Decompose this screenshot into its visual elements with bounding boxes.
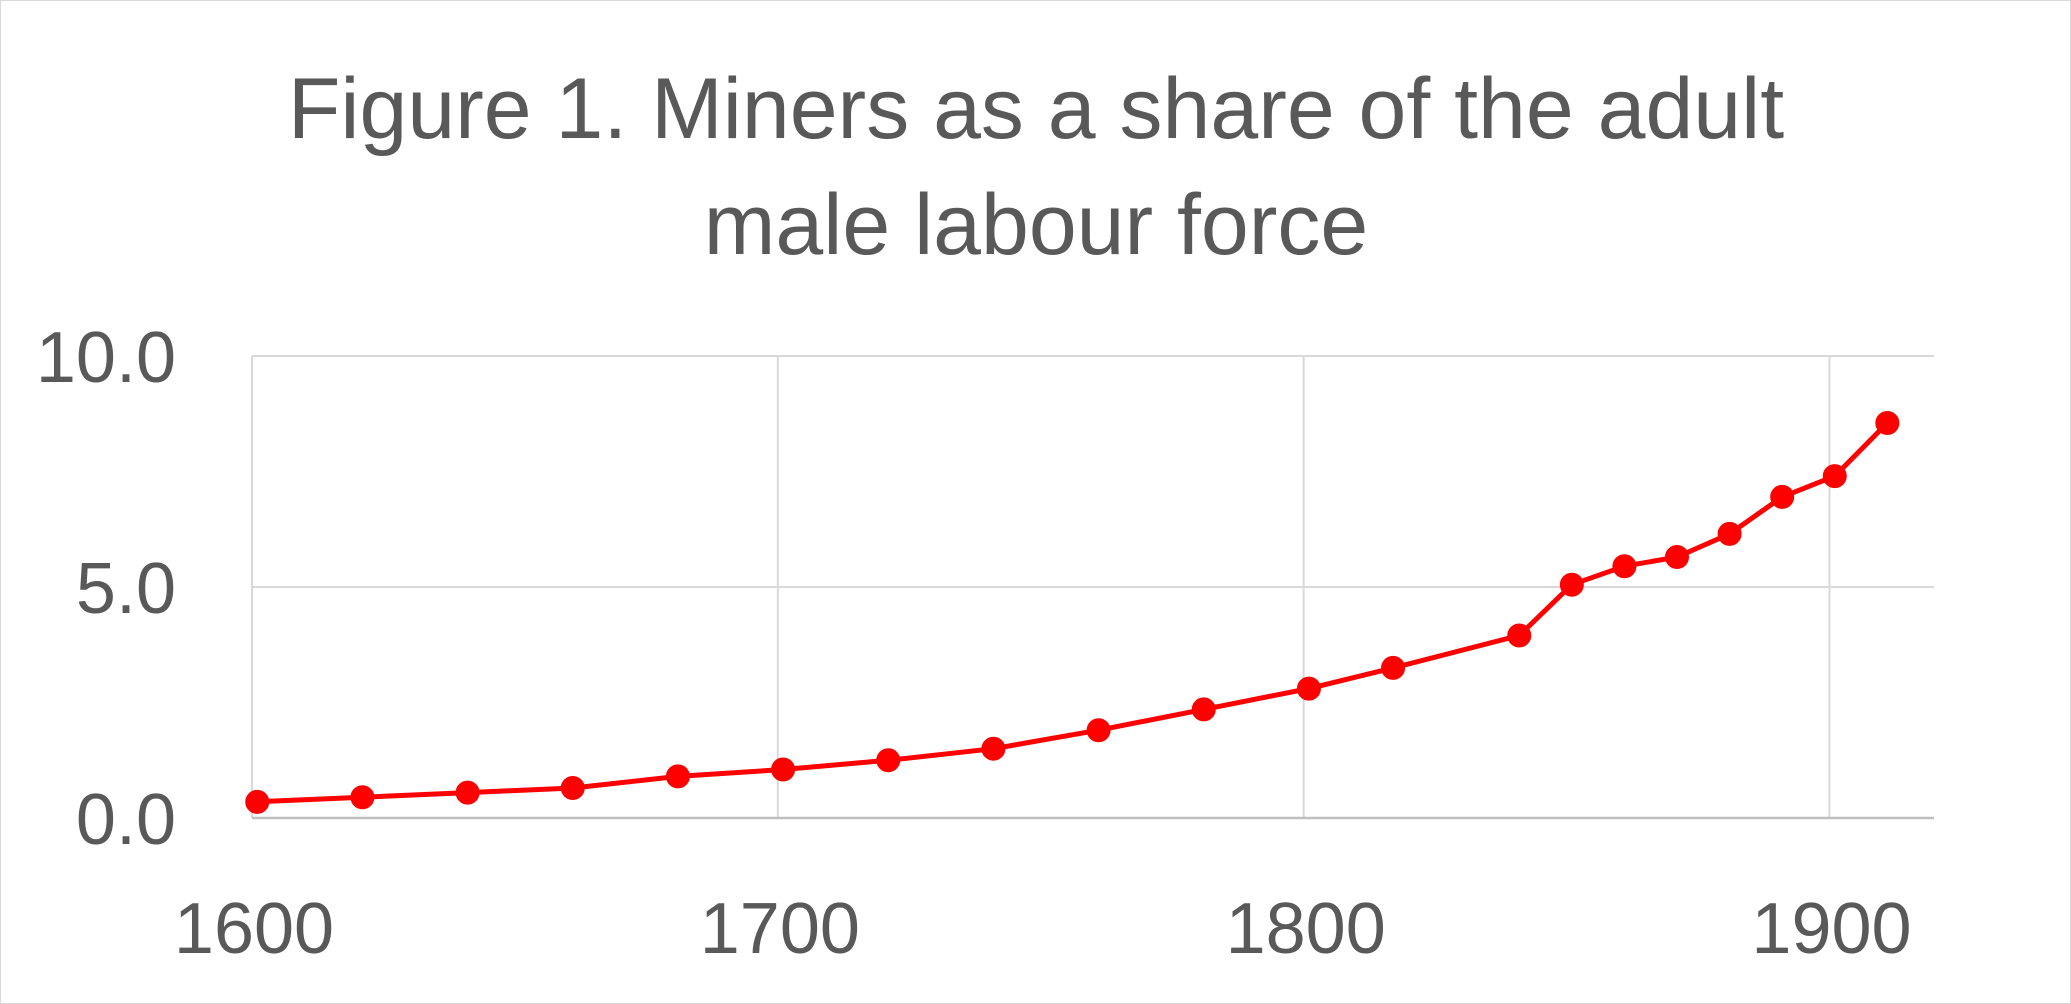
y-tick-label: 10.0 [36, 318, 176, 398]
data-point [1875, 410, 1900, 435]
data-point [1559, 572, 1584, 597]
data-point [1665, 544, 1690, 569]
data-point [560, 775, 585, 800]
data-point [771, 757, 796, 782]
chart-title: Figure 1. Miners as a share of the adult… [287, 61, 1785, 273]
data-point [350, 785, 375, 810]
data-point [1381, 655, 1406, 680]
x-tick-label: 1900 [1751, 889, 1911, 969]
y-tick-label: 0.0 [76, 780, 176, 860]
x-tick-label: 1700 [700, 889, 860, 969]
data-point [876, 748, 901, 773]
grid-lines [251, 355, 1934, 818]
data-point [455, 780, 480, 805]
data-point [245, 789, 270, 814]
data-point [1612, 554, 1637, 579]
data-point [1507, 623, 1532, 648]
x-tick-label: 1600 [174, 889, 334, 969]
data-point [1086, 718, 1111, 743]
series-line [257, 421, 1890, 805]
data-series [245, 410, 1900, 814]
data-point [1717, 521, 1742, 546]
data-point [1296, 676, 1321, 701]
x-tick-label: 1800 [1226, 889, 1386, 969]
tick-labels: 0.0 5.0 10.0 1600 1700 1800 1900 [36, 318, 1912, 969]
data-point [981, 736, 1006, 761]
data-point [665, 764, 690, 789]
data-point [1191, 697, 1216, 722]
y-tick-label: 5.0 [76, 549, 176, 629]
data-point [1770, 484, 1795, 509]
data-point [1822, 464, 1847, 489]
